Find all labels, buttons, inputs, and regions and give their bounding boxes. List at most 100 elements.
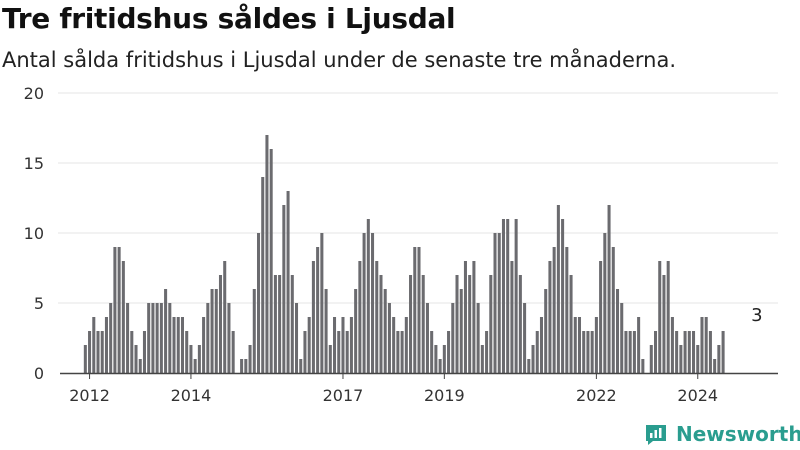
bar [185,331,189,373]
bar [675,331,679,373]
bar [565,247,569,373]
bar [599,261,603,373]
bar [692,331,696,373]
bar [561,219,565,373]
bar [514,219,518,373]
bar [628,331,632,373]
bar [523,303,527,373]
bar [485,331,489,373]
bar [337,331,341,373]
chart-subtitle: Antal sålda fritidshus i Ljusdal under d… [2,48,677,72]
bar [202,317,206,373]
y-tick-label: 10 [24,224,44,243]
bar [468,275,472,373]
bar [223,261,227,373]
bar [459,289,463,373]
bar [88,331,92,373]
bar [218,275,223,373]
bar [607,205,611,373]
bar [244,359,248,373]
bar [303,331,307,373]
bar [282,205,286,373]
bar [717,345,721,373]
bar [240,359,244,373]
bar [354,289,358,373]
bar [396,331,400,373]
bar [113,247,117,373]
bar [180,317,184,373]
bar [109,303,113,373]
bar [476,303,480,373]
bar [518,275,522,373]
bar [687,331,691,373]
bar [130,331,134,373]
bar [489,275,493,373]
bar [430,331,434,373]
bar [654,331,658,373]
bar [472,261,476,373]
bar [316,247,320,373]
x-tick-label: 2024 [677,386,718,405]
chart-title: Tre fritidshus såldes i Ljusdal [2,2,456,35]
bar [286,191,290,373]
bar [176,317,180,373]
bar [501,219,505,373]
bar [544,289,548,373]
bar [556,205,560,373]
y-tick-label: 20 [24,84,44,103]
bar [121,261,125,373]
bar [632,331,636,373]
bar [189,345,193,373]
bar [417,247,421,373]
x-tick-label: 2014 [171,386,212,405]
bar [278,275,282,373]
bar [375,261,379,373]
bar [582,331,586,373]
bar [324,289,328,373]
bar [573,317,577,373]
bar [662,275,666,373]
y-tick-label: 5 [34,294,44,313]
bar [649,345,653,373]
bar [713,359,717,373]
bar [117,247,121,373]
bar [447,331,451,373]
bar [307,317,311,373]
bar [506,219,510,373]
bar [539,317,543,373]
x-tick-label: 2017 [323,386,364,405]
bar [210,289,214,373]
bar [214,289,218,373]
bar [438,359,442,373]
brand-logo: Newsworthy [644,420,800,448]
brand-name: Newsworthy [676,422,800,446]
bar [666,261,670,373]
bar [679,345,683,373]
newsworthy-logo-icon [646,425,666,445]
bar [168,303,172,373]
bar [265,135,269,373]
bar [641,359,645,373]
bar [349,317,353,373]
bar [227,303,231,373]
bar [535,331,539,373]
bar [252,289,256,373]
bar [586,331,590,373]
bar [341,317,345,373]
labels: 0 5 10 15 20 2012 2014 2017 2019 2022 2024 3 [24,84,763,405]
x-tick-label: 2022 [576,386,617,405]
bar-chart: 0 5 10 15 20 2012 2014 2017 2019 2022 2024 3 [24,84,778,405]
bar [658,261,662,373]
bar [704,317,708,373]
bar [193,359,197,373]
bar [577,317,582,373]
bar [92,317,96,373]
bar [463,261,467,373]
bar [159,303,163,373]
bar [442,345,446,373]
bar [147,303,151,373]
bars [83,135,725,373]
bar [620,303,624,373]
bar [320,233,324,373]
bar [261,177,265,373]
